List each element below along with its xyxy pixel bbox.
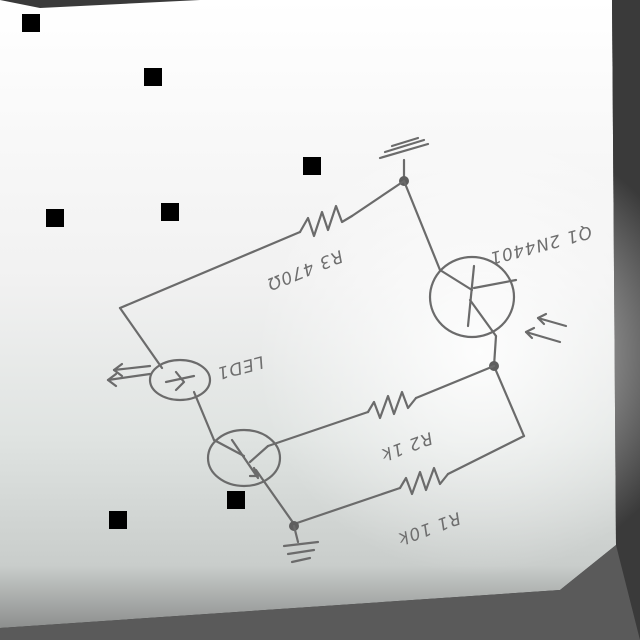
light-arrow-icon [106,362,152,388]
black-marker [161,203,179,221]
black-marker [144,68,162,86]
wire-left [118,306,216,442]
transistor-q2 [206,428,296,526]
wire-right [492,334,526,438]
black-marker [303,157,321,175]
resistor-r3 [118,179,406,310]
wire-right-top [402,179,442,272]
black-marker [22,14,40,32]
black-marker [227,491,245,509]
led-1 [148,358,212,402]
resistor-r2 [266,364,496,448]
black-marker [46,209,64,227]
transistor-q1 [428,255,518,339]
black-marker [109,511,127,529]
resistor-r1 [292,434,526,526]
light-arrow-icon [524,312,568,344]
ground-symbol-bottom [282,524,320,564]
